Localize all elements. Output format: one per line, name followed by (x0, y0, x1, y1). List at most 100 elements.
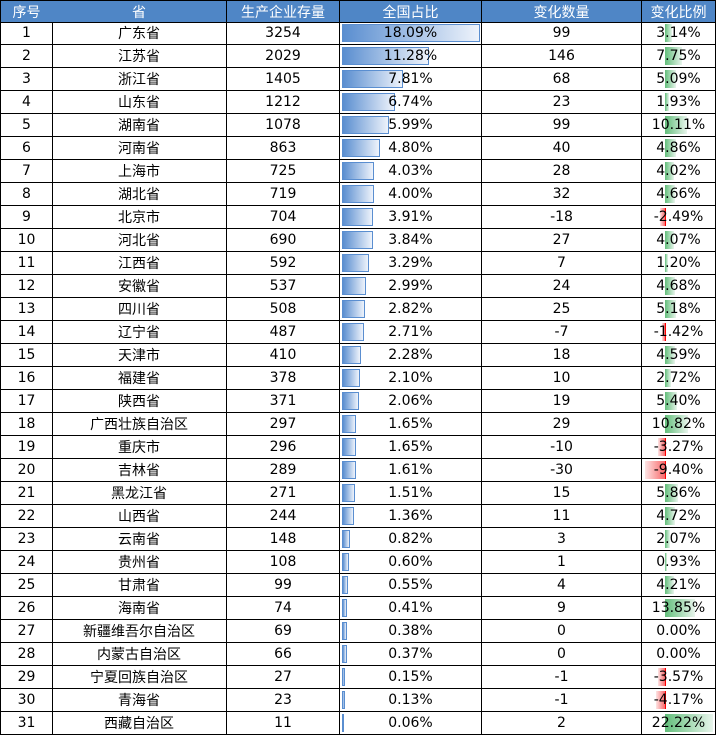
cell-text: 1 (22, 25, 31, 41)
table-cell: 5.09% (642, 68, 716, 91)
table-cell: 山西省 (52, 505, 227, 528)
table-cell: 1 (0, 22, 53, 45)
table-cell: 16 (0, 367, 53, 390)
data-bar (342, 691, 345, 709)
table-cell: 4.00% (340, 183, 482, 206)
table-cell: 863 (227, 137, 340, 160)
table-cell: 河北省 (52, 229, 227, 252)
table-cell: 2.71% (340, 321, 482, 344)
table-cell: 0.93% (642, 551, 716, 574)
data-bar (665, 530, 670, 548)
cell-text: -1 (554, 692, 569, 708)
table-cell: 148 (227, 528, 340, 551)
cell-text: 10.11% (651, 117, 706, 133)
table-cell: 30 (0, 689, 53, 712)
table-cell: 146 (482, 45, 642, 68)
cell-text: 9 (22, 209, 31, 225)
table-cell: 9 (482, 597, 642, 620)
table-cell: 725 (227, 160, 340, 183)
cell-text: 15 (552, 485, 571, 501)
cell-text: 新疆维吾尔自治区 (83, 624, 195, 640)
cell-text: 4 (22, 94, 31, 110)
cell-text: 148 (269, 531, 297, 547)
cell-text: 592 (269, 255, 297, 271)
table-cell: 1.65% (340, 436, 482, 459)
data-bar (665, 254, 668, 272)
table-cell: 北京市 (52, 206, 227, 229)
cell-text: 725 (269, 163, 297, 179)
cell-text: 陕西省 (118, 394, 160, 410)
data-bar (342, 438, 357, 456)
cell-text: -3.57% (653, 669, 704, 685)
cell-text: 17 (17, 393, 36, 409)
table-cell: 24 (0, 551, 53, 574)
table-cell: 99 (227, 574, 340, 597)
header-cell: 生产企业存量 (227, 0, 340, 23)
cell-text: 2.71% (388, 324, 433, 340)
table-cell: 3.91% (340, 206, 482, 229)
table-cell: 487 (227, 321, 340, 344)
table-cell: 贵州省 (52, 551, 227, 574)
cell-text: 四川省 (118, 302, 160, 318)
cell-text: 西藏自治区 (104, 716, 174, 732)
cell-text: 1212 (265, 94, 301, 110)
table-cell: 19 (482, 390, 642, 413)
table-cell: 12 (0, 275, 53, 298)
table-cell: 福建省 (52, 367, 227, 390)
table-cell: 4 (0, 91, 53, 114)
table-cell: 浙江省 (52, 68, 227, 91)
cell-text: 黑龙江省 (111, 486, 167, 502)
data-bar (665, 70, 677, 88)
table-cell: 8 (0, 183, 53, 206)
cell-text: 9 (557, 600, 566, 616)
table-cell: -3.27% (642, 436, 716, 459)
table-cell: 13.85% (642, 597, 716, 620)
table-cell: 29 (0, 666, 53, 689)
table-cell: 23 (0, 528, 53, 551)
cell-text: 河南省 (118, 141, 160, 157)
table-cell: 安徽省 (52, 275, 227, 298)
table-cell: 3.29% (340, 252, 482, 275)
table-cell: 0.60% (340, 551, 482, 574)
cell-text: 27 (274, 669, 292, 685)
cell-text: 7.75% (656, 48, 701, 64)
cell-text: 0.13% (388, 692, 433, 708)
cell-text: 3.91% (388, 209, 433, 225)
table-cell: -30 (482, 459, 642, 482)
data-bar (342, 277, 367, 295)
data-bar (342, 369, 360, 387)
table-cell: 410 (227, 344, 340, 367)
cell-text: 2 (22, 48, 31, 64)
table-cell: -4.17% (642, 689, 716, 712)
cell-text: 10 (552, 370, 571, 386)
table-cell: 5.40% (642, 390, 716, 413)
data-bar (342, 93, 395, 111)
table-cell: 湖北省 (52, 183, 227, 206)
table-cell: 0.15% (340, 666, 482, 689)
cell-text: 23 (274, 692, 292, 708)
cell-text: 244 (269, 508, 297, 524)
data-bar (665, 162, 674, 180)
table-cell: 3254 (227, 22, 340, 45)
table-cell: 广西壮族自治区 (52, 413, 227, 436)
cell-text: 山东省 (118, 95, 160, 111)
data-bar (665, 507, 676, 525)
cell-text: 全国占比 (382, 4, 439, 21)
cell-text: 安徽省 (118, 279, 160, 295)
cell-text: 11.28% (383, 48, 438, 64)
cell-text: 0.82% (388, 531, 433, 547)
cell-text: 变化数量 (533, 4, 590, 21)
cell-text: 23 (552, 94, 571, 110)
table-cell: 5.86% (642, 482, 716, 505)
cell-text: 2.28% (388, 347, 433, 363)
cell-text: 289 (269, 462, 297, 478)
table-cell: 378 (227, 367, 340, 390)
header-cell: 序号 (0, 0, 53, 23)
cell-text: 27 (17, 623, 36, 639)
table-cell: 19 (0, 436, 53, 459)
table-cell: 592 (227, 252, 340, 275)
data-bar (342, 415, 357, 433)
data-bar (658, 438, 667, 456)
cell-text: 23 (17, 531, 36, 547)
table-cell: 296 (227, 436, 340, 459)
